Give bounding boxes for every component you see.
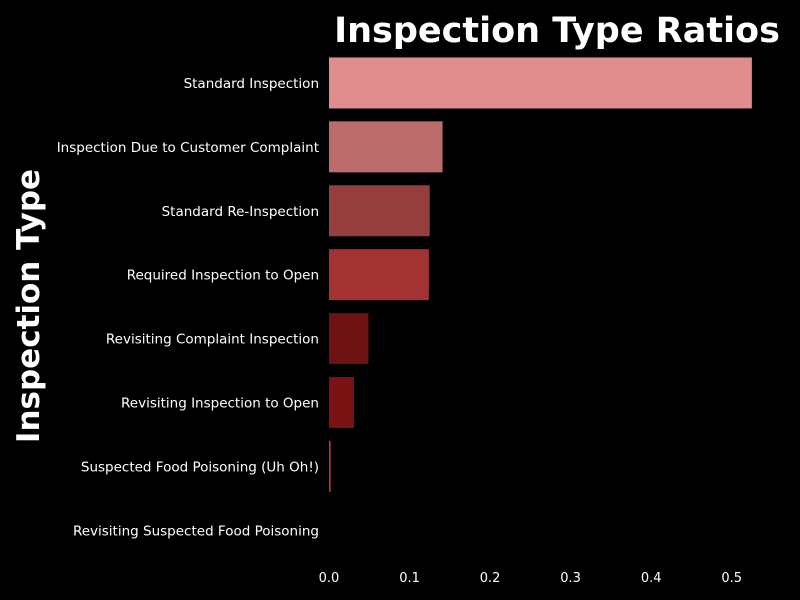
category-label: Revisiting Complaint Inspection <box>106 332 319 348</box>
chart-title: Inspection Type Ratios <box>334 11 780 51</box>
bars-group <box>329 57 752 492</box>
bar-5 <box>329 313 369 365</box>
y-axis-label: Inspection Type <box>11 169 47 443</box>
category-label: Standard Inspection <box>184 76 319 92</box>
bar-1 <box>329 57 752 109</box>
category-label: Inspection Due to Customer Complaint <box>57 140 319 156</box>
category-label: Suspected Food Poisoning (Uh Oh!) <box>81 459 319 475</box>
bar-7 <box>329 440 331 492</box>
x-tick-labels-group: 0.0 0.1 0.2 0.3 0.4 0.5 <box>319 571 742 586</box>
category-label: Revisiting Inspection to Open <box>121 395 319 411</box>
bar-4 <box>329 249 429 301</box>
category-label: Standard Re-Inspection <box>162 204 319 220</box>
category-label: Revisiting Suspected Food Poisoning <box>73 523 319 539</box>
bar-2 <box>329 121 443 173</box>
x-tick-label: 0.2 <box>480 571 501 586</box>
category-labels-group: Standard Inspection Inspection Due to Cus… <box>57 76 319 539</box>
x-tick-label: 0.4 <box>641 571 662 586</box>
category-label: Required Inspection to Open <box>127 268 319 284</box>
x-tick-label: 0.3 <box>560 571 581 586</box>
x-tick-label: 0.1 <box>399 571 420 586</box>
x-tick-label: 0.5 <box>721 571 742 586</box>
bar-3 <box>329 185 430 237</box>
bar-6 <box>329 376 354 428</box>
x-tick-label: 0.0 <box>319 571 340 586</box>
